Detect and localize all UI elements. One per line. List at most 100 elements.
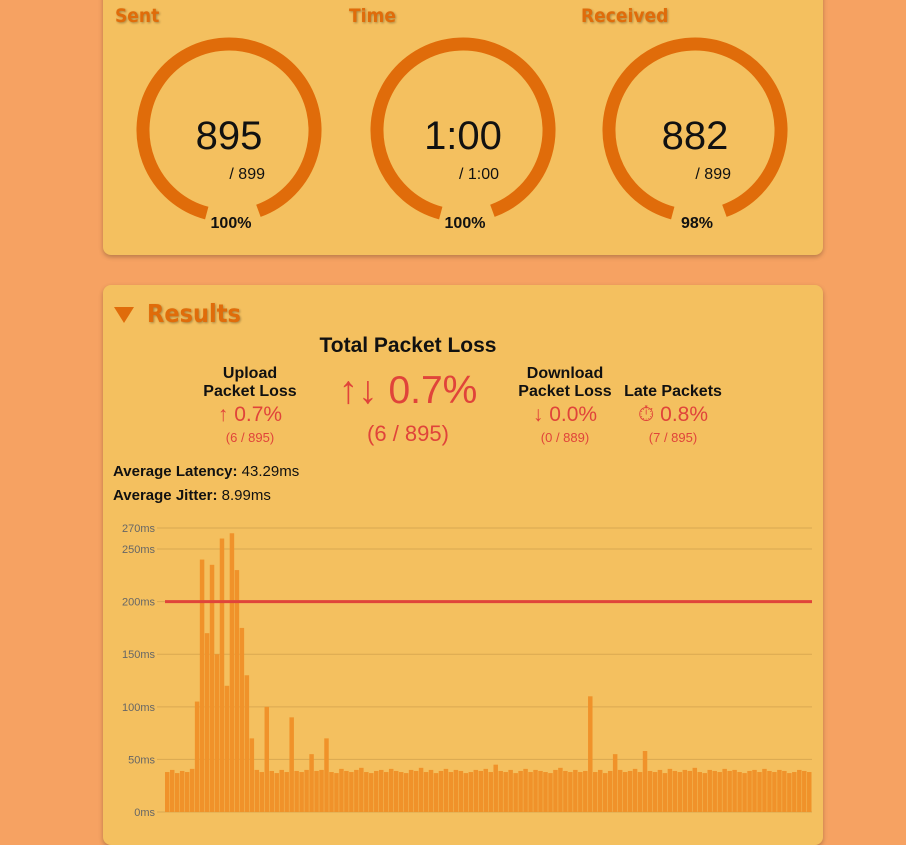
bar bbox=[568, 772, 573, 812]
bar bbox=[478, 770, 484, 812]
bar bbox=[329, 772, 334, 812]
bar bbox=[453, 769, 459, 812]
bar bbox=[752, 769, 757, 812]
gauge-value: 1:00 bbox=[424, 114, 502, 158]
bar bbox=[772, 772, 777, 812]
bar bbox=[214, 654, 220, 812]
bar bbox=[344, 770, 349, 812]
bar bbox=[807, 772, 812, 812]
bar bbox=[503, 772, 508, 812]
download-heading: Download Packet Loss bbox=[518, 365, 612, 400]
bar bbox=[184, 772, 190, 812]
bar bbox=[458, 770, 464, 812]
bar bbox=[284, 772, 289, 812]
bar bbox=[324, 738, 329, 812]
gauge-label: Time bbox=[349, 5, 396, 27]
bar bbox=[383, 772, 389, 812]
bar bbox=[732, 769, 737, 812]
bar bbox=[165, 772, 170, 812]
bar bbox=[398, 772, 404, 812]
gauge-percent: 100% bbox=[211, 215, 252, 232]
jitter-value: 8.99ms bbox=[221, 487, 271, 504]
bar bbox=[737, 772, 742, 812]
bar bbox=[782, 770, 787, 812]
bar bbox=[169, 769, 175, 812]
bar bbox=[767, 770, 772, 812]
bar bbox=[528, 772, 533, 812]
bar bbox=[742, 773, 747, 812]
bar bbox=[189, 768, 195, 812]
bar bbox=[364, 772, 369, 812]
bar bbox=[597, 769, 603, 812]
bar bbox=[717, 772, 722, 812]
gauge-arc bbox=[602, 37, 788, 220]
y-tick-label: 200ms bbox=[122, 597, 156, 609]
bar bbox=[573, 769, 578, 812]
bar bbox=[483, 768, 489, 812]
bar bbox=[199, 559, 205, 812]
results-toggle[interactable]: Results bbox=[113, 299, 241, 328]
bar bbox=[677, 772, 683, 812]
bar bbox=[463, 773, 469, 812]
gauge-arc bbox=[136, 37, 322, 220]
late-col: Late Packets ⏱ 0.8% (7 / 895) bbox=[611, 361, 735, 445]
upload-value: ↑ 0.7% bbox=[217, 403, 283, 426]
bar bbox=[234, 570, 240, 812]
bar bbox=[408, 769, 414, 812]
total-detail: (6 / 895) bbox=[367, 421, 449, 446]
bar bbox=[309, 754, 314, 812]
bar bbox=[627, 770, 633, 812]
upload-col: Upload Packet Loss ↑ 0.7% (6 / 895) bbox=[195, 361, 305, 445]
bar bbox=[672, 770, 678, 812]
bar bbox=[174, 773, 180, 812]
bar bbox=[299, 772, 304, 812]
bar bbox=[423, 772, 429, 812]
bar bbox=[274, 773, 279, 812]
bar bbox=[493, 764, 498, 812]
late-heading: Late Packets bbox=[624, 383, 722, 400]
results-title: Results bbox=[147, 299, 241, 328]
results-card: Results Total Packet Loss ↑↓ 0.7% (6 / 8… bbox=[103, 285, 823, 845]
bar bbox=[334, 773, 339, 812]
bar bbox=[617, 769, 623, 812]
bar bbox=[448, 772, 454, 812]
page: Sent 895 / 899 100% Time 1:00 / 1:00 100% Receiv… bbox=[103, 0, 823, 845]
bar bbox=[428, 769, 434, 812]
bar bbox=[702, 773, 707, 812]
jitter-label: Average Jitter: bbox=[113, 487, 218, 504]
bar bbox=[533, 769, 538, 812]
bar bbox=[508, 769, 513, 812]
y-tick-label: 50ms bbox=[128, 754, 155, 766]
bar bbox=[179, 770, 185, 812]
bar bbox=[259, 772, 265, 812]
gauge-total: / 899 bbox=[229, 166, 265, 183]
bar bbox=[612, 754, 618, 812]
bar bbox=[593, 772, 598, 812]
bar bbox=[802, 770, 807, 812]
bar bbox=[244, 675, 250, 812]
bar bbox=[194, 701, 200, 812]
gauge-card: Sent 895 / 899 100% Time 1:00 / 1:00 100% Receiv… bbox=[103, 0, 823, 255]
y-tick-label: 0ms bbox=[134, 807, 155, 819]
bar bbox=[662, 773, 668, 812]
bar bbox=[647, 770, 653, 812]
collapse-icon bbox=[114, 306, 134, 323]
bar bbox=[777, 769, 782, 812]
bar bbox=[523, 768, 528, 812]
late-value: ⏱ 0.8% bbox=[637, 403, 709, 426]
bar bbox=[682, 769, 688, 812]
bar bbox=[369, 773, 374, 812]
download-value: ↓ 0.0% bbox=[532, 403, 598, 426]
bar bbox=[204, 633, 210, 812]
bar bbox=[563, 770, 568, 812]
bar bbox=[543, 772, 548, 812]
y-tick-label: 100ms bbox=[122, 702, 156, 714]
bar bbox=[548, 773, 553, 812]
bar bbox=[797, 769, 802, 812]
y-tick-label: 150ms bbox=[122, 649, 156, 661]
bar bbox=[473, 769, 479, 812]
bar bbox=[433, 773, 439, 812]
bar bbox=[622, 772, 628, 812]
upload-heading: Upload Packet Loss bbox=[203, 365, 297, 400]
bar bbox=[209, 564, 215, 812]
